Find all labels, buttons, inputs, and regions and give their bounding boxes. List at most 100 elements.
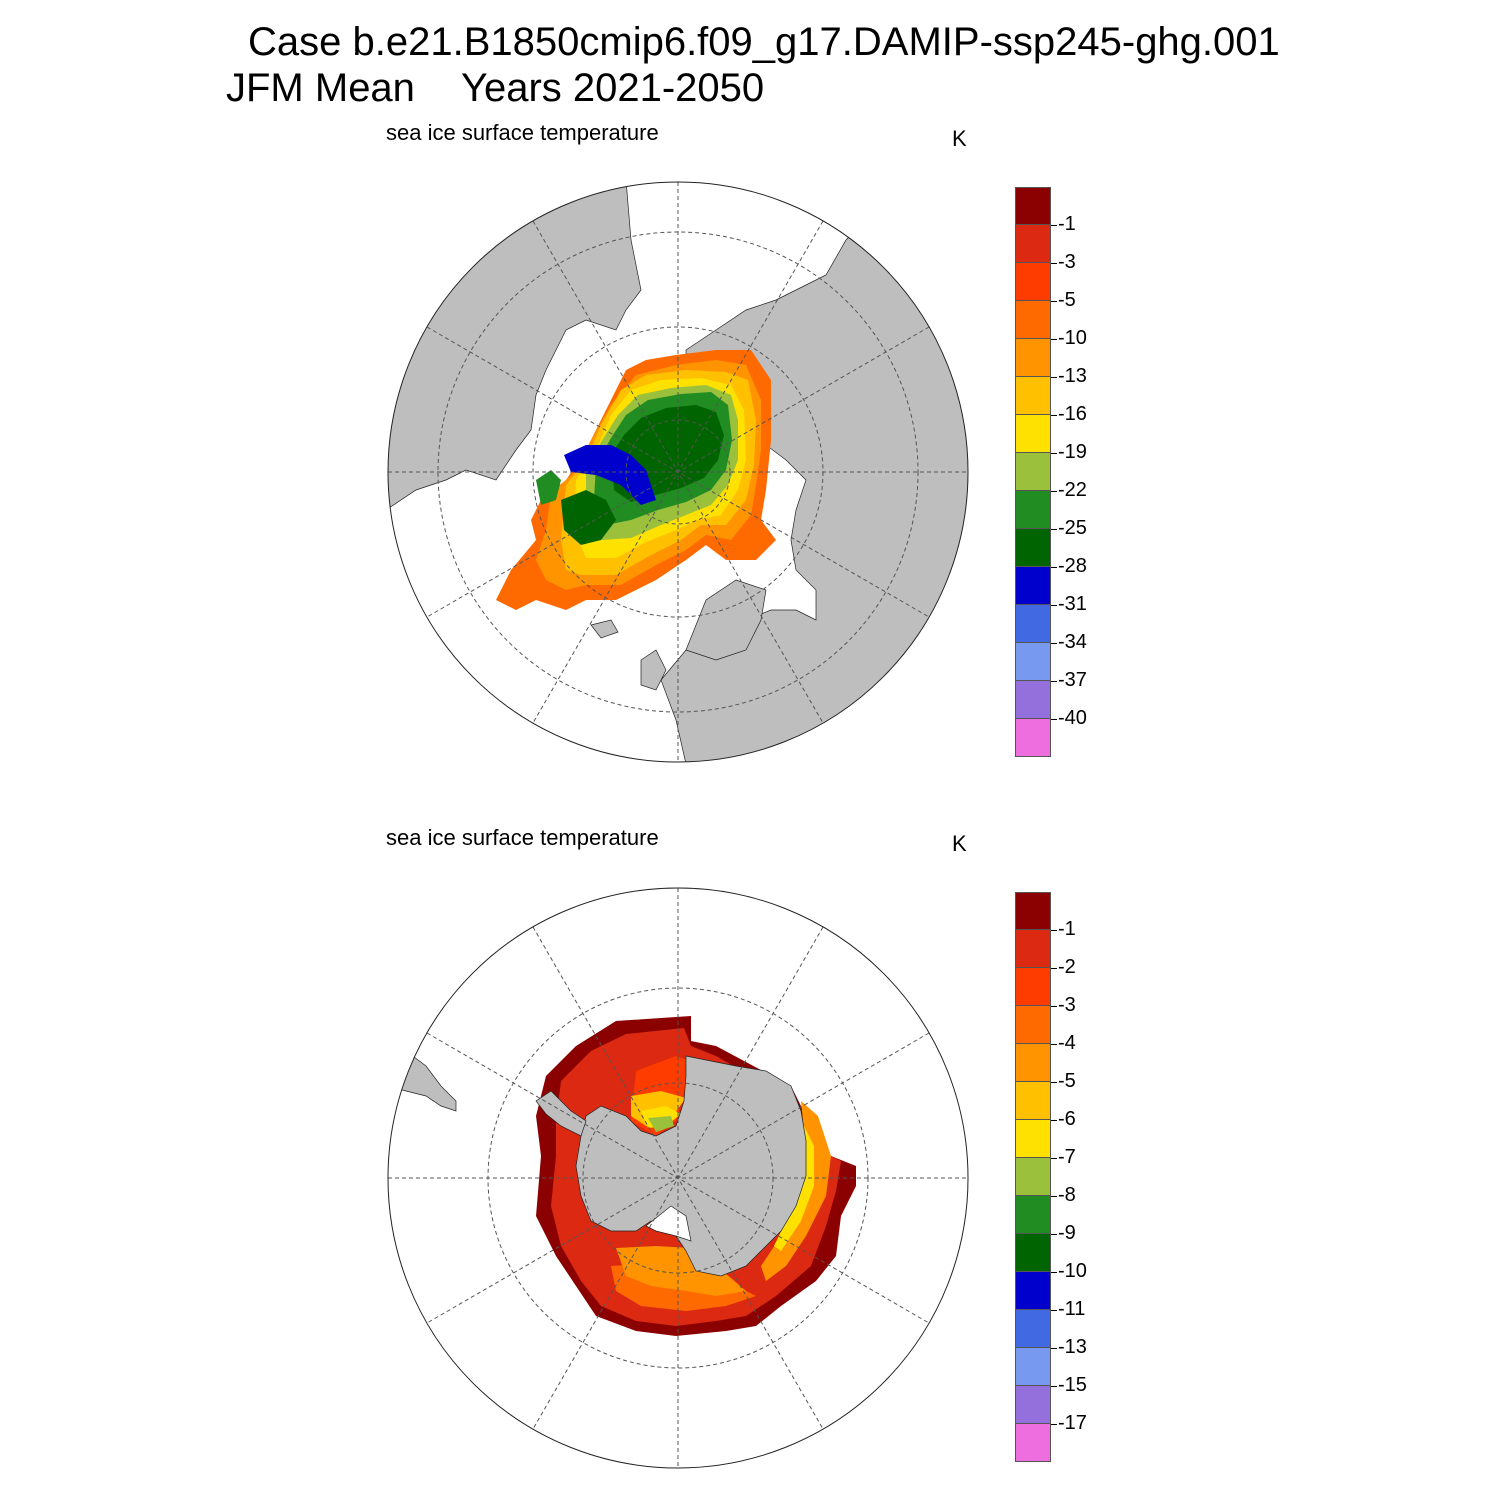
british-isles <box>640 649 667 691</box>
colorbar-tick <box>1051 1310 1057 1311</box>
colorbar-tick <box>1051 491 1057 492</box>
colorbar-swatch <box>1015 567 1051 605</box>
colorbar-label: -13 <box>1058 1336 1087 1358</box>
colorbar-label: -17 <box>1058 1412 1087 1434</box>
colorbar-tick <box>1051 377 1057 378</box>
iceland <box>590 619 619 639</box>
colorbar-label: -7 <box>1058 1146 1076 1168</box>
colorbar-swatch <box>1015 1348 1051 1386</box>
colorbar-label: -5 <box>1058 289 1076 311</box>
colorbar-swatch <box>1015 263 1051 301</box>
years-label: Years 2021-2050 <box>460 66 765 110</box>
colorbar-label: -13 <box>1058 365 1087 387</box>
colorbar-swatch <box>1015 377 1051 415</box>
colorbar-tick <box>1051 415 1057 416</box>
colorbar-tick <box>1051 1044 1057 1045</box>
map-boundary-south <box>387 887 969 1469</box>
colorbar-tick <box>1051 719 1057 720</box>
colorbar-label: -16 <box>1058 403 1087 425</box>
colorbar-tick <box>1051 1006 1057 1007</box>
colorbar-swatch <box>1015 453 1051 491</box>
colorbar-label: -6 <box>1058 1108 1076 1130</box>
colorbar-swatch <box>1015 681 1051 719</box>
colorbar-tick <box>1051 681 1057 682</box>
figure-subtitle: JFM Mean Years 2021-2050 <box>226 66 764 111</box>
graticule-south <box>388 888 968 1468</box>
colorbar-label: -31 <box>1058 593 1087 615</box>
colorbar-label: -22 <box>1058 479 1087 501</box>
colorbar-label: -10 <box>1058 1260 1087 1282</box>
colorbar-tick <box>1051 1386 1057 1387</box>
arctic-map <box>387 181 969 763</box>
colorbar-swatch <box>1015 1158 1051 1196</box>
graticule-north <box>388 182 968 762</box>
ice-bin-neg8-neg9 <box>648 1116 674 1132</box>
figure-title: Case b.e21.B1850cmip6.f09_g17.DAMIP-ssp2… <box>248 20 1280 64</box>
colorbar-tick <box>1051 301 1057 302</box>
colorbar-label: -2 <box>1058 956 1076 978</box>
colorbar-tick <box>1051 225 1057 226</box>
colorbar-tick <box>1051 605 1057 606</box>
colorbar-tick <box>1051 529 1057 530</box>
colorbar-swatch <box>1015 529 1051 567</box>
colorbar-tick <box>1051 1196 1057 1197</box>
ross-ice-shelf <box>645 1205 692 1242</box>
colorbar-swatch <box>1015 719 1051 757</box>
colorbar-tick <box>1051 1082 1057 1083</box>
baffin-bay-ice <box>536 470 561 505</box>
colorbar-swatch <box>1015 225 1051 263</box>
colorbar-tick <box>1051 1234 1057 1235</box>
colorbar-south <box>1015 892 1051 1462</box>
colorbar-label: -11 <box>1058 1298 1086 1320</box>
colorbar-swatch <box>1015 1424 1051 1462</box>
colorbar-swatch <box>1015 187 1051 225</box>
colorbar-tick <box>1051 930 1057 931</box>
colorbar-label: -8 <box>1058 1184 1076 1206</box>
colorbar-label: -28 <box>1058 555 1087 577</box>
colorbar-tick <box>1051 567 1057 568</box>
panel-title-north: sea ice surface temperature <box>386 120 659 145</box>
colorbar-swatch <box>1015 301 1051 339</box>
colorbar-tick <box>1051 263 1057 264</box>
colorbar-label: -3 <box>1058 994 1076 1016</box>
colorbar-tick <box>1051 1158 1057 1159</box>
sea-ice-north <box>496 350 776 610</box>
colorbar-swatch <box>1015 605 1051 643</box>
colorbar-swatch <box>1015 339 1051 377</box>
colorbar-north <box>1015 187 1051 757</box>
colorbar-tick <box>1051 453 1057 454</box>
colorbar-label: -9 <box>1058 1222 1076 1244</box>
colorbar-swatch <box>1015 1120 1051 1158</box>
colorbar-label: -25 <box>1058 517 1087 539</box>
colorbar-label: -19 <box>1058 441 1087 463</box>
season-label: JFM Mean <box>226 66 415 110</box>
colorbar-label: -1 <box>1058 213 1076 235</box>
colorbar-swatch <box>1015 1044 1051 1082</box>
units-label-south: K <box>952 831 967 856</box>
colorbar-label: -15 <box>1058 1374 1087 1396</box>
colorbar-swatch <box>1015 1386 1051 1424</box>
colorbar-swatch <box>1015 643 1051 681</box>
map-boundary-north <box>387 181 969 763</box>
colorbar-swatch <box>1015 491 1051 529</box>
colorbar-swatch <box>1015 930 1051 968</box>
colorbar-swatch <box>1015 1234 1051 1272</box>
panel-title-south: sea ice surface temperature <box>386 825 659 850</box>
colorbar-swatch <box>1015 1272 1051 1310</box>
colorbar-label: -37 <box>1058 669 1087 691</box>
antarctic-peninsula <box>535 1090 587 1137</box>
colorbar-tick <box>1051 1424 1057 1425</box>
colorbar-swatch <box>1015 1082 1051 1120</box>
colorbar-label: -4 <box>1058 1032 1076 1054</box>
colorbar-swatch <box>1015 415 1051 453</box>
colorbar-tick <box>1051 1120 1057 1121</box>
units-label-north: K <box>952 126 967 151</box>
colorbar-label: -1 <box>1058 918 1076 940</box>
colorbar-label: -3 <box>1058 251 1076 273</box>
colorbar-tick <box>1051 1348 1057 1349</box>
colorbar-tick <box>1051 1272 1057 1273</box>
colorbar-label: -40 <box>1058 707 1087 729</box>
colorbar-tick <box>1051 339 1057 340</box>
colorbar-label: -34 <box>1058 631 1087 653</box>
colorbar-swatch <box>1015 892 1051 930</box>
